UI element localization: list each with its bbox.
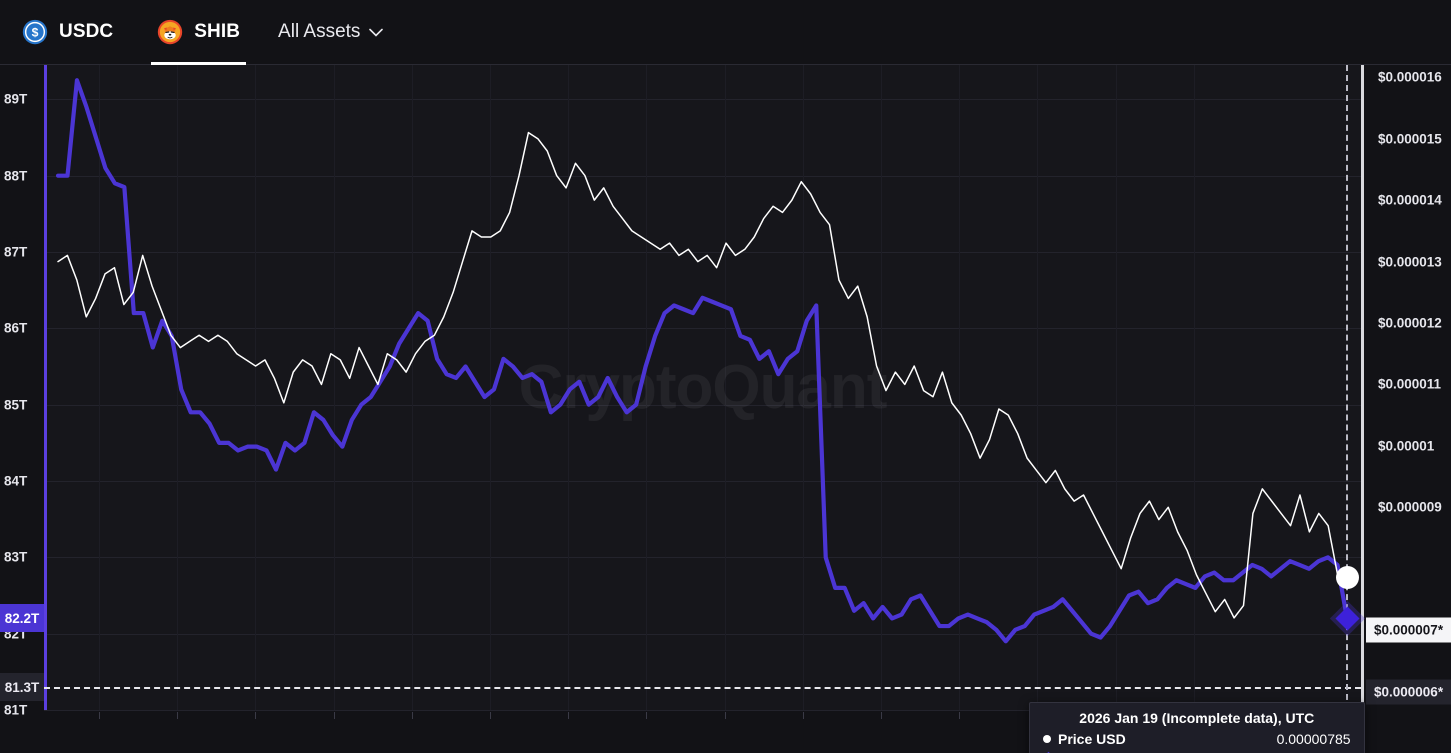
tab-shib[interactable]: SHIB bbox=[135, 0, 262, 65]
vertical-gridline bbox=[1037, 65, 1039, 710]
gridline bbox=[44, 99, 1361, 101]
x-axis-tick-mark bbox=[99, 712, 100, 719]
vertical-gridline bbox=[724, 65, 726, 710]
shib-coin-icon bbox=[158, 19, 183, 45]
right-axis-cursor-badge: $0.000007* bbox=[1366, 617, 1451, 643]
svg-text:$: $ bbox=[32, 25, 39, 39]
left-axis-tick-label: 89T bbox=[4, 91, 28, 107]
usdc-coin-icon: $ bbox=[22, 19, 48, 45]
tooltip-reserve-value: 82,289,051,682,319.42 bbox=[1193, 749, 1351, 753]
gridline bbox=[44, 481, 1361, 482]
tooltip-price-label: Price USD bbox=[1058, 731, 1126, 747]
vertical-gridline bbox=[177, 65, 179, 710]
chart-tooltip: 2026 Jan 19 (Incomplete data), UTC Price… bbox=[1029, 702, 1365, 753]
vertical-gridline bbox=[333, 65, 335, 710]
price-usd-line bbox=[57, 131, 1348, 619]
asset-tab-bar: $ USDC SHIB All Assets bbox=[0, 0, 1451, 65]
tooltip-title: 2026 Jan 19 (Incomplete data), UTC bbox=[1079, 710, 1315, 726]
x-axis-tick-mark bbox=[724, 712, 726, 719]
vertical-gridline bbox=[99, 65, 100, 710]
left-axis-tick-label: 84T bbox=[4, 473, 28, 489]
tooltip-reserve-label: Exchange Reserve bbox=[1061, 749, 1186, 753]
x-axis-tick-mark bbox=[255, 712, 257, 719]
crosshair-vertical-line bbox=[1346, 65, 1348, 710]
tab-usdc[interactable]: $ USDC bbox=[0, 0, 135, 65]
series-lines bbox=[55, 78, 1350, 644]
right-axis-tick-label: $0.000009 bbox=[1378, 499, 1442, 515]
right-axis-tick-label: $0.000013 bbox=[1378, 254, 1442, 270]
right-axis-spine bbox=[1361, 65, 1364, 710]
gridline bbox=[44, 175, 1361, 177]
vertical-gridline bbox=[1115, 65, 1117, 710]
right-axis-tick-label: $0.000016 bbox=[1378, 69, 1442, 85]
left-axis-reference-badge: 81.3T bbox=[0, 673, 44, 702]
right-axis-tick-label: $0.000014 bbox=[1378, 192, 1442, 208]
x-axis-tick-mark bbox=[881, 712, 882, 719]
price-cursor-marker bbox=[1335, 566, 1359, 590]
right-axis-tick-label: $0.000015 bbox=[1378, 131, 1442, 147]
tab-usdc-label: USDC bbox=[59, 21, 114, 42]
exchange-reserve-line bbox=[55, 78, 1350, 644]
tooltip-price-value: 0.00000785 bbox=[1276, 731, 1351, 747]
tooltip-row-price: Price USD 0.00000785 bbox=[1043, 729, 1351, 749]
vertical-gridline bbox=[568, 65, 570, 710]
tab-shib-label: SHIB bbox=[194, 21, 241, 42]
gridline bbox=[44, 328, 1361, 330]
x-axis-tick-mark bbox=[802, 712, 804, 719]
vertical-gridline bbox=[881, 65, 882, 710]
vertical-gridline bbox=[255, 65, 257, 710]
chart-area[interactable]: CryptoQuant 89T 88T 87T 86T 85T 84T 83T 82T 81T … bbox=[0, 65, 1451, 753]
right-axis-tick-label: $0.000011 bbox=[1378, 376, 1442, 392]
left-axis-tick-label: 88T bbox=[4, 168, 28, 184]
x-axis-tick-mark bbox=[490, 712, 491, 719]
x-axis-tick-mark bbox=[411, 712, 413, 719]
gridline bbox=[44, 710, 1361, 711]
left-axis-spine bbox=[44, 65, 47, 710]
vertical-gridline bbox=[411, 65, 413, 710]
x-axis-tick-mark bbox=[646, 712, 648, 719]
gridline bbox=[44, 557, 1361, 559]
vertical-gridline bbox=[1193, 65, 1195, 710]
tooltip-row-reserve: Exchange Reserve 82,289,051,682,319.42 bbox=[1040, 749, 1351, 753]
right-axis-reference-badge: $0.000006* bbox=[1366, 679, 1451, 705]
left-axis-tick-label: 85T bbox=[4, 397, 28, 413]
gridline bbox=[44, 252, 1361, 253]
vertical-gridline bbox=[802, 65, 804, 710]
chevron-down-icon bbox=[369, 28, 384, 37]
left-axis-cursor-badge: 82.2T bbox=[0, 604, 44, 633]
plot-canvas[interactable]: CryptoQuant bbox=[44, 65, 1361, 711]
left-axis-tick-label: 87T bbox=[4, 244, 28, 260]
all-assets-dropdown-label: All Assets bbox=[278, 21, 361, 42]
all-assets-dropdown[interactable]: All Assets bbox=[262, 0, 399, 65]
left-axis-tick-label: 86T bbox=[4, 320, 28, 336]
right-axis-tick-label: $0.00001 bbox=[1378, 438, 1435, 454]
left-axis-tick-label: 83T bbox=[4, 549, 28, 565]
vertical-gridline bbox=[490, 65, 491, 710]
x-axis-tick-mark bbox=[959, 712, 961, 719]
right-axis-tick-label: $0.000012 bbox=[1378, 315, 1442, 331]
price-legend-dot-icon bbox=[1043, 735, 1051, 743]
reference-dashed-line bbox=[44, 687, 1361, 690]
x-axis-tick-mark bbox=[568, 712, 570, 719]
vertical-gridline bbox=[646, 65, 648, 710]
left-axis-tick-label: 81T bbox=[4, 702, 28, 718]
vertical-gridline bbox=[959, 65, 961, 710]
x-axis-tick-mark bbox=[333, 712, 335, 719]
gridline bbox=[44, 404, 1361, 406]
gridline bbox=[44, 633, 1361, 635]
x-axis-tick-mark bbox=[177, 712, 179, 719]
